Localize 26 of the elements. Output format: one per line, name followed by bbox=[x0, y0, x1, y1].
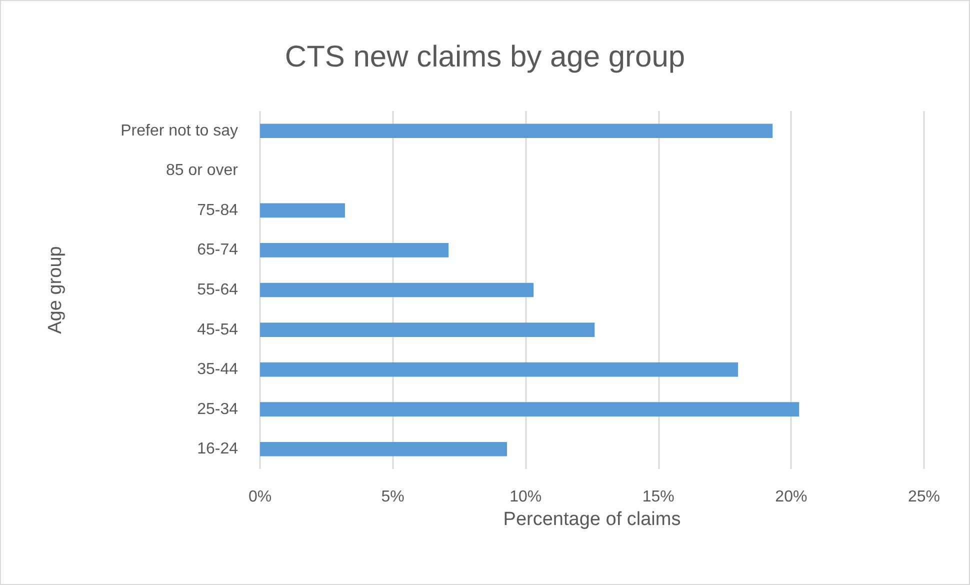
y-tick-label: 25-34 bbox=[197, 400, 238, 418]
y-tick-label: Prefer not to say bbox=[120, 122, 238, 140]
bar bbox=[260, 203, 345, 218]
y-tick-label: 55-64 bbox=[197, 282, 238, 298]
y-tick-label: 85 or over bbox=[166, 162, 239, 180]
chart-title: CTS new claims by age group bbox=[284, 40, 686, 74]
y-tick-label: 16-24 bbox=[197, 440, 238, 458]
x-tick-label: 5% bbox=[381, 488, 404, 506]
x-tick-label: 10% bbox=[510, 488, 542, 506]
bar bbox=[260, 402, 800, 416]
x-tick-label: 0% bbox=[248, 488, 272, 506]
x-tick-label: 15% bbox=[642, 488, 674, 506]
bar bbox=[260, 322, 595, 337]
y-tick-label: 35-44 bbox=[197, 361, 238, 378]
bar bbox=[260, 243, 449, 258]
y-tick-label: 75-84 bbox=[197, 202, 238, 219]
bar bbox=[260, 124, 773, 138]
x-axis-title: Percentage of claims bbox=[503, 508, 681, 530]
y-tick-label: 65-74 bbox=[197, 242, 238, 259]
x-tick-label: 20% bbox=[775, 488, 808, 506]
x-tick-label: 25% bbox=[908, 488, 940, 506]
bar bbox=[260, 442, 508, 456]
bar bbox=[260, 362, 738, 377]
y-tick-label: 45-54 bbox=[197, 321, 238, 338]
bar bbox=[260, 282, 534, 298]
y-axis-title: Age group bbox=[45, 246, 66, 334]
